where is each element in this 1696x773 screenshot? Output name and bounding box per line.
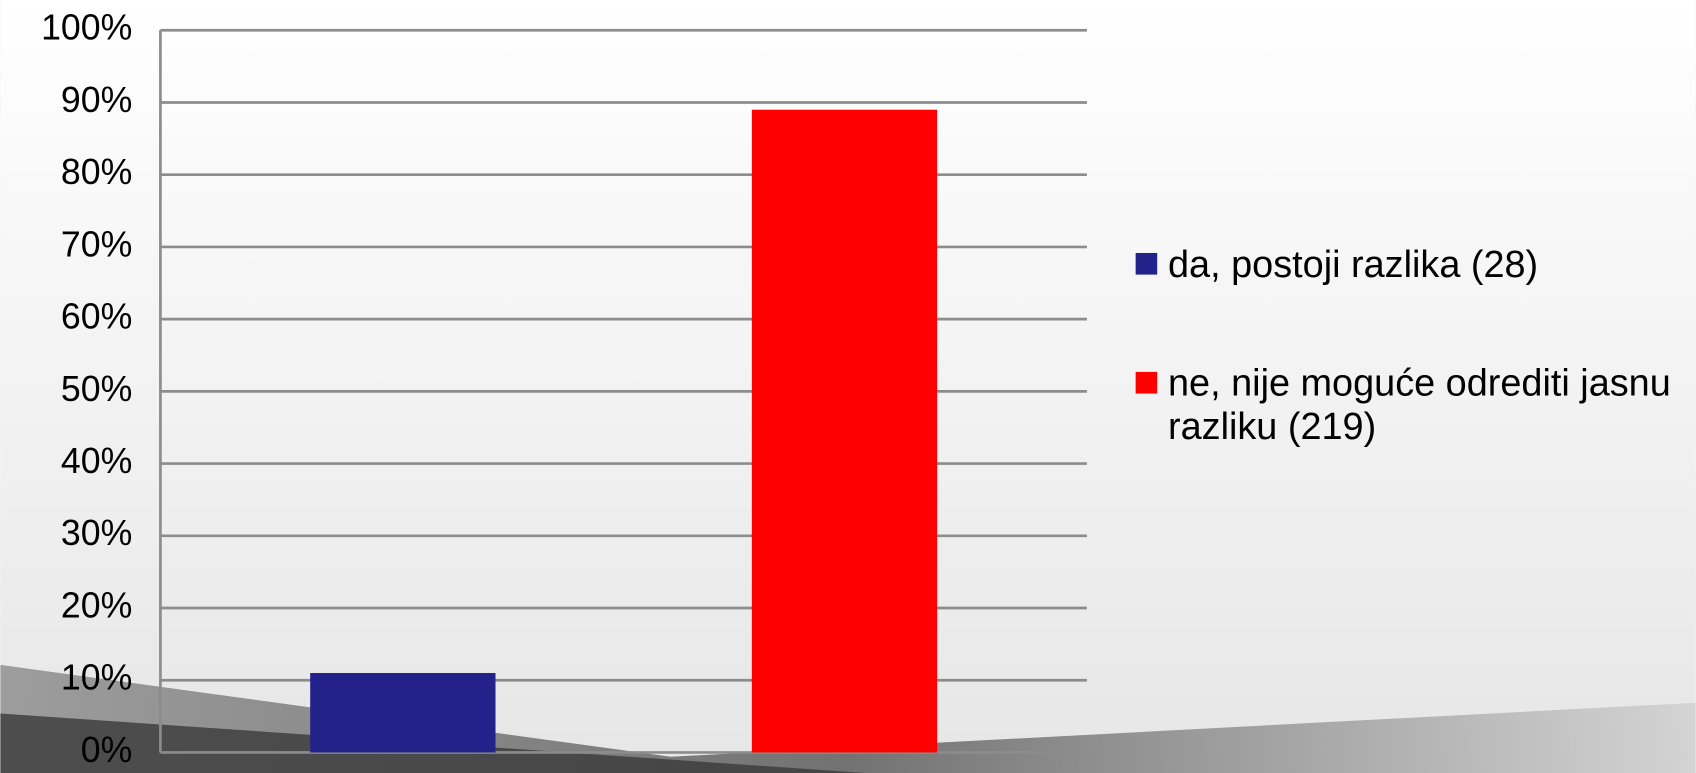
y-tick-label: 80% xyxy=(61,152,132,192)
legend-swatch xyxy=(1135,252,1158,275)
legend-item: da, postoji razlika (28) xyxy=(1135,243,1696,286)
y-tick-label: 20% xyxy=(61,585,132,625)
legend-item: ne, nije moguće odrediti jasnu razliku (… xyxy=(1135,362,1696,448)
y-tick-label: 50% xyxy=(61,369,132,409)
legend-label: da, postoji razlika (28) xyxy=(1168,243,1539,286)
y-tick-label: 10% xyxy=(61,658,132,698)
bar xyxy=(310,673,496,753)
plot: 0% 10% 20% 30% 40% 50% 60% 70% 80% 90% 100% xyxy=(41,8,1087,770)
y-tick-label: 90% xyxy=(61,80,132,120)
y-tick-label: 70% xyxy=(61,224,132,264)
legend: da, postoji razlika (28) ne, nije moguće … xyxy=(1135,243,1696,448)
legend-swatch xyxy=(1135,371,1158,394)
decor-band-dark xyxy=(0,713,866,773)
bar xyxy=(751,109,938,753)
legend-label: ne, nije moguće odrediti jasnu razliku (… xyxy=(1168,362,1671,448)
y-tick-label: 60% xyxy=(61,297,132,337)
y-tick-label: 30% xyxy=(61,513,132,553)
y-tick-label: 0% xyxy=(81,730,133,770)
y-tick-label: 100% xyxy=(41,8,132,48)
legend-box: da, postoji razlika (28) ne, nije moguće … xyxy=(1135,243,1696,448)
y-tick-label: 40% xyxy=(61,441,132,481)
